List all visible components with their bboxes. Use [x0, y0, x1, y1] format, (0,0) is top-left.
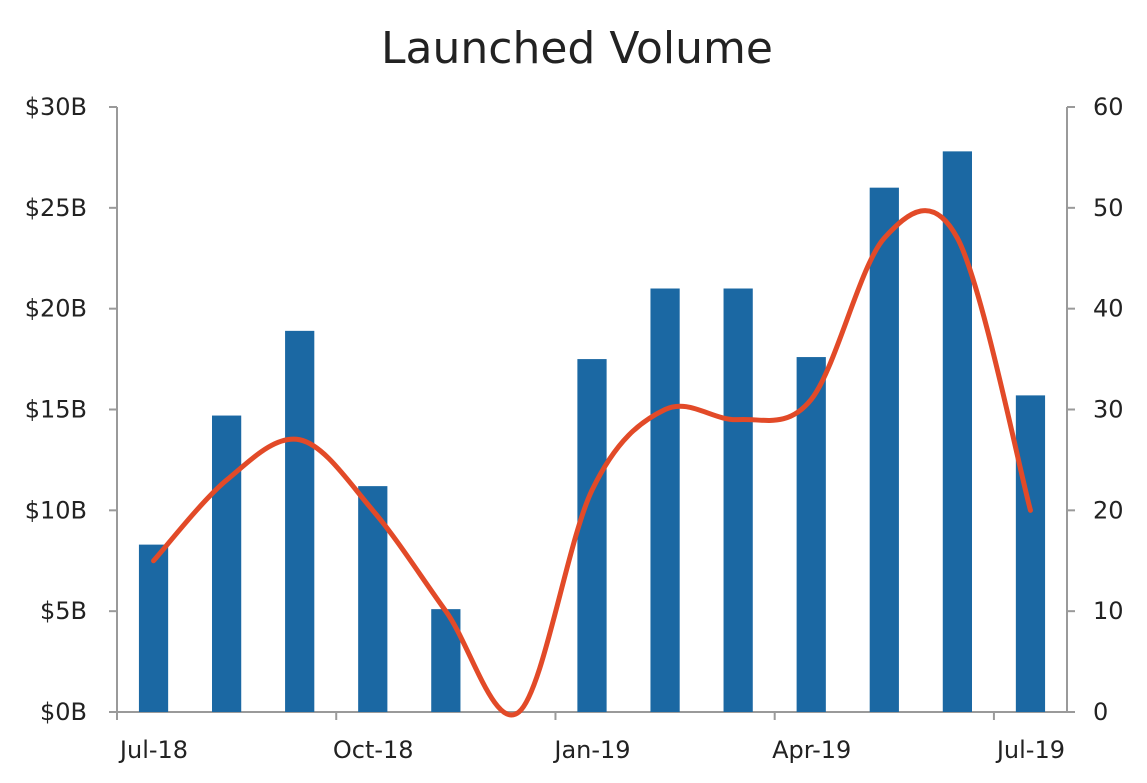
left-y-tick-label: $15B: [25, 396, 87, 424]
x-tick-label: Jul-18: [118, 736, 188, 764]
right-y-tick-label: 40: [1093, 295, 1124, 323]
right-y-tick-label: 30: [1093, 396, 1124, 424]
bar: [285, 330, 315, 712]
chart-title: Launched Volume: [381, 23, 773, 74]
bar-series: [138, 151, 1046, 712]
bar: [1015, 395, 1046, 712]
bar: [650, 288, 680, 712]
x-tick-label: Apr-19: [772, 736, 851, 764]
bar: [942, 151, 972, 712]
bar: [723, 288, 753, 712]
left-y-tick-label: $10B: [25, 496, 87, 524]
tick-labels: $0B $5B $10B $15B $20B $25B $30B 0 10 20 30 40 50 60 J…: [25, 93, 1124, 764]
left-y-tick-label: $20B: [25, 295, 87, 323]
x-tick-label: Jul-19: [995, 736, 1065, 764]
x-tick-label: Oct-18: [333, 736, 414, 764]
left-y-tick-label: $30B: [25, 93, 87, 121]
line-series: [151, 208, 1033, 718]
count-line: [151, 208, 1033, 718]
left-y-tick-label: $0B: [40, 698, 87, 726]
left-y-tick-label: $25B: [25, 194, 87, 222]
bar: [869, 187, 899, 712]
right-y-tick-label: 20: [1093, 496, 1124, 524]
bar: [577, 359, 607, 712]
bar: [138, 544, 169, 712]
x-tick-label: Jan-19: [552, 736, 630, 764]
right-y-tick-label: 10: [1093, 597, 1124, 625]
bar: [796, 357, 826, 712]
left-y-tick-label: $5B: [40, 597, 87, 625]
right-y-tick-label: 0: [1093, 698, 1108, 726]
right-y-tick-label: 60: [1093, 93, 1124, 121]
bar: [212, 415, 242, 712]
right-y-tick-label: 50: [1093, 194, 1124, 222]
